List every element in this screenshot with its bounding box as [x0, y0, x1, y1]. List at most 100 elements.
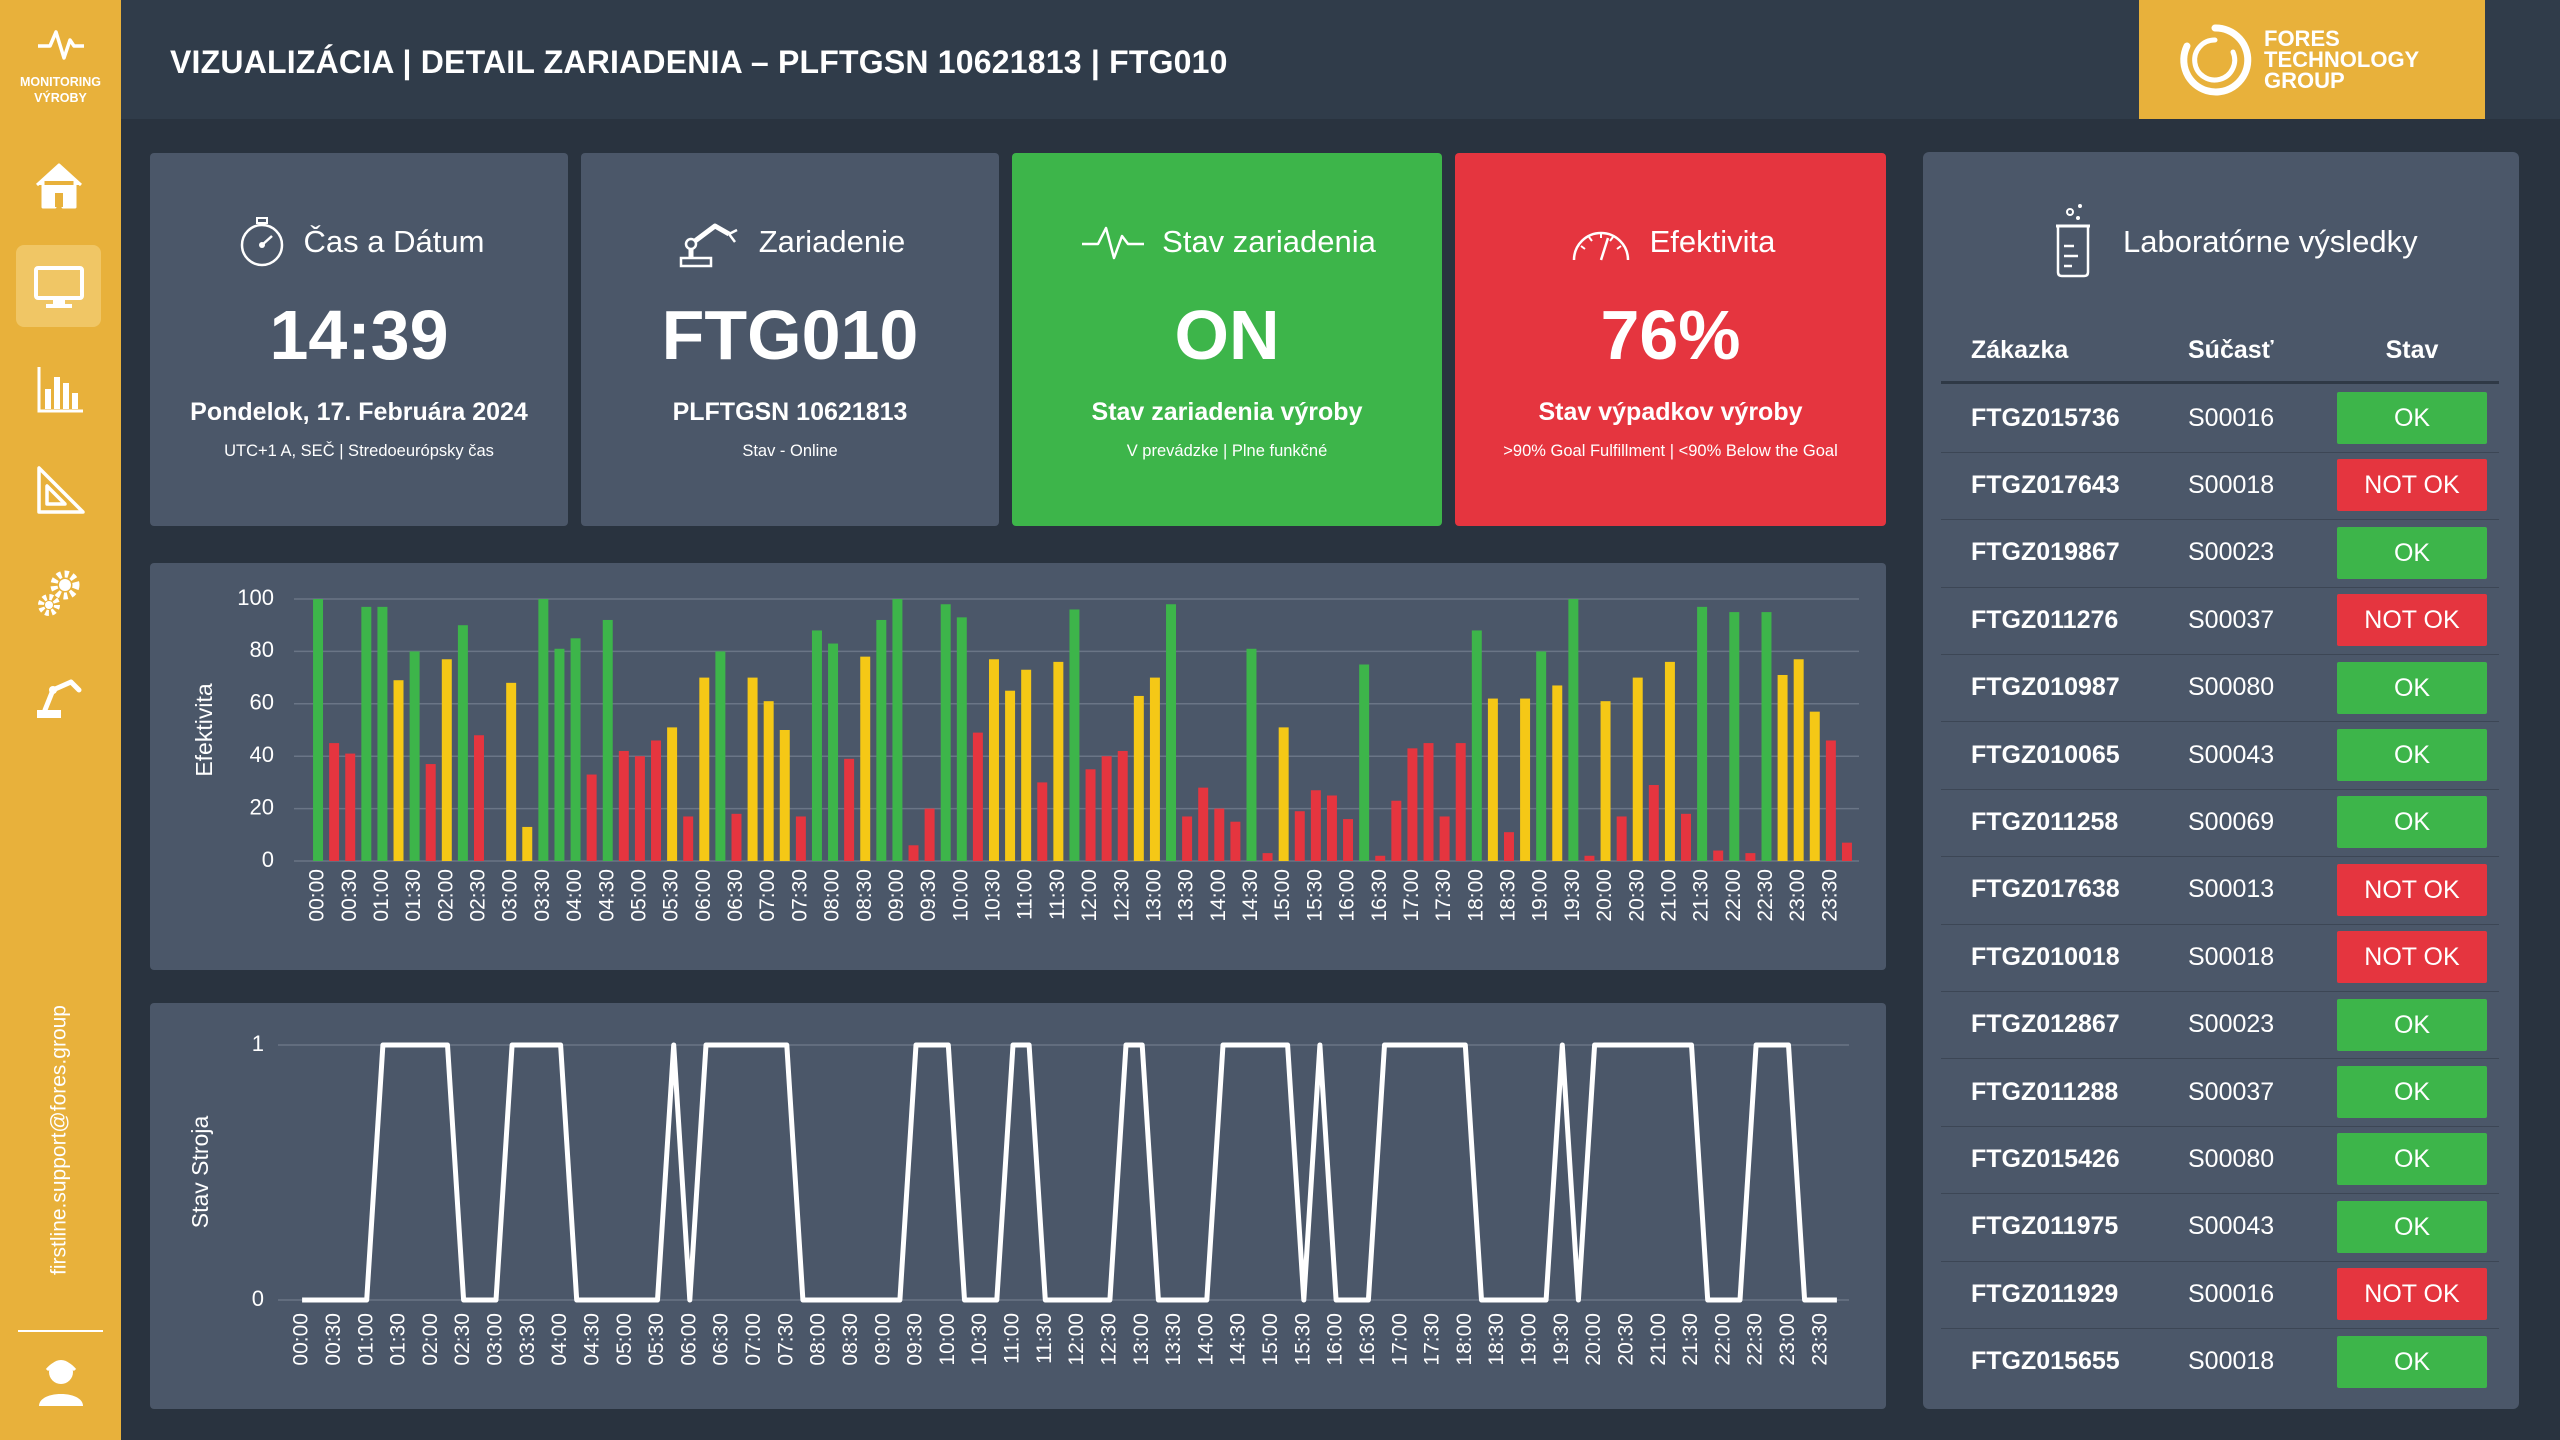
x-tick-label: 21:30	[1690, 869, 1713, 922]
status-badge: NOT OK	[2337, 459, 2487, 512]
bar	[1182, 816, 1193, 861]
card-status: Stav zariadenia ON Stav zariadenia výrob…	[1012, 153, 1442, 526]
x-tick-label: 22:00	[1722, 869, 1745, 922]
x-tick-label: 15:30	[1303, 869, 1326, 922]
x-tick-label: 11:00	[1014, 869, 1037, 920]
x-tick-label: 12:00	[1065, 1313, 1088, 1366]
x-tick-label: 18:30	[1497, 869, 1520, 922]
stopwatch-icon	[240, 217, 283, 267]
bar	[1278, 727, 1289, 861]
bar	[554, 648, 565, 861]
x-tick-label: 19:30	[1550, 1313, 1573, 1366]
bar	[860, 656, 871, 861]
y-tick-label: 0	[252, 1286, 264, 1311]
card-note: UTC+1 A, SEČ | Stredoeurópsky čas	[224, 442, 494, 460]
x-tick-label: 18:00	[1453, 1313, 1476, 1366]
bar	[892, 599, 903, 861]
robot-icon	[36, 679, 81, 718]
bar	[1230, 821, 1241, 861]
x-tick-label: 05:30	[645, 1313, 668, 1366]
efficiency-chart: Efektivita 0 20 40 60 80 100 00:00 00:30 01:00 01:…	[191, 585, 1859, 922]
x-tick-label: 04:00	[548, 1313, 571, 1366]
lab-title: Laboratórne výsledky	[2123, 224, 2418, 259]
status-badge: OK	[2337, 392, 2487, 444]
card-title-row: Efektivita	[1455, 215, 1886, 269]
brand-line: FORES	[2264, 26, 2340, 51]
row-separator	[1941, 1193, 2499, 1195]
bar	[586, 774, 597, 861]
card-subtitle: PLFTGSN 10621813	[672, 398, 908, 426]
bar	[1117, 750, 1128, 861]
card-note: V prevádzke | Plne funkčné	[1126, 442, 1328, 460]
part-id: S00023	[2188, 1010, 2275, 1039]
x-tick-label: 12:00	[1078, 869, 1101, 922]
part-id: S00080	[2188, 673, 2275, 702]
y-axis-title: Efektivita	[191, 683, 217, 777]
nav-measure[interactable]	[16, 449, 101, 531]
x-tick-label: 02:30	[451, 1313, 474, 1366]
y-tick-label: 60	[250, 690, 274, 715]
x-tick-label: 09:00	[885, 869, 908, 922]
x-tick-label: 20:00	[1593, 869, 1616, 922]
status-badge: NOT OK	[2337, 594, 2487, 647]
bar	[1343, 819, 1354, 861]
card-note: >90% Goal Fulfillment | <90% Below the G…	[1503, 442, 1838, 460]
x-tick-label: 06:00	[677, 1313, 700, 1366]
x-tick-label: 13:00	[1142, 869, 1165, 922]
nav-home[interactable]	[16, 144, 101, 226]
order-id: FTGZ011975	[1971, 1212, 2119, 1241]
x-tick-label: 01:00	[370, 869, 393, 922]
card-value: 76%	[1600, 296, 1741, 374]
status-badge: OK	[2337, 796, 2487, 849]
email-area: firstline.support@fores.group	[48, 1005, 71, 1275]
nav-charts[interactable]	[16, 348, 101, 430]
x-tick-label: 09:30	[917, 869, 940, 922]
part-id: S00043	[2188, 740, 2275, 769]
x-tick-label: 21:00	[1657, 869, 1680, 922]
x-tick-label: 12:30	[1097, 1313, 1120, 1366]
status-badge: OK	[2337, 1066, 2487, 1118]
bar	[1359, 664, 1370, 861]
nav-robot[interactable]	[16, 655, 101, 737]
lab-rows: FTGZ015736 S00016 OK FTGZ017643 S00018 NOT OK…	[1923, 152, 2519, 1409]
beaker-icon	[2056, 204, 2090, 278]
card-title: Efektivita	[1649, 224, 1776, 259]
x-tick-label: 10:30	[968, 1313, 991, 1366]
x-tick-label: 10:30	[982, 869, 1005, 922]
card-title: Stav zariadenia	[1162, 224, 1376, 259]
status-badge: NOT OK	[2337, 863, 2487, 916]
x-tick-label: 14:30	[1239, 869, 1262, 922]
sidebar: MONITORING VÝROBY firstline.support@fore…	[0, 0, 121, 1440]
part-id: S00018	[2188, 1347, 2275, 1376]
bar	[329, 743, 340, 861]
row-separator	[1941, 721, 2499, 723]
x-tick-label: 21:30	[1679, 1313, 1702, 1366]
x-tick-label: 11:30	[1033, 1313, 1056, 1364]
bar	[699, 677, 710, 861]
nav-settings[interactable]	[16, 552, 101, 634]
bar	[1536, 651, 1547, 861]
bar	[538, 599, 549, 861]
x-tick-label: 14:00	[1207, 869, 1230, 922]
x-tick-label: 15:00	[1259, 1313, 1282, 1366]
measure-icon	[36, 466, 85, 514]
bar	[1198, 787, 1209, 861]
x-tick-label: 04:30	[580, 1313, 603, 1366]
bar	[425, 764, 436, 861]
order-id: FTGZ011276	[1971, 605, 2119, 634]
nav-monitor[interactable]	[16, 245, 101, 327]
bar	[1809, 711, 1820, 861]
bar	[1037, 782, 1048, 861]
bar	[1825, 740, 1836, 861]
row-separator	[1941, 1260, 2499, 1262]
x-tick-label: 13:30	[1175, 869, 1198, 922]
row-separator	[1941, 1058, 2499, 1060]
bar	[1745, 853, 1756, 861]
bar	[409, 651, 420, 861]
user-icon[interactable]	[33, 1354, 89, 1410]
logo-icon	[38, 30, 84, 60]
x-tick-label: 07:30	[774, 1313, 797, 1366]
part-id: S00069	[2188, 807, 2275, 836]
bar	[522, 826, 533, 861]
column-header: Súčasť	[2188, 336, 2274, 364]
